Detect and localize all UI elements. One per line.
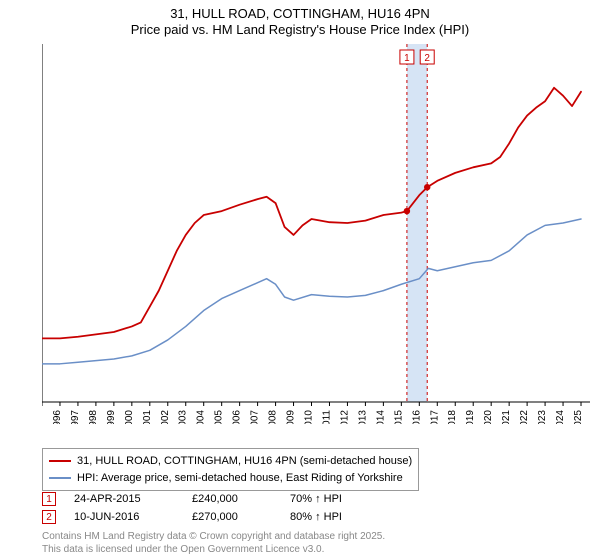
svg-text:2008: 2008 (268, 410, 279, 424)
svg-text:1996: 1996 (52, 410, 63, 424)
svg-text:2014: 2014 (375, 410, 386, 424)
svg-text:2018: 2018 (447, 410, 458, 424)
svg-text:2006: 2006 (232, 410, 243, 424)
sale-price: £240,000 (192, 493, 272, 505)
svg-text:1995: 1995 (42, 410, 45, 424)
svg-text:2000: 2000 (124, 410, 135, 424)
svg-text:2015: 2015 (393, 410, 404, 424)
attribution-line: This data is licensed under the Open Gov… (42, 543, 385, 556)
attribution: Contains HM Land Registry data © Crown c… (42, 530, 385, 556)
sale-marker-badge: 1 (42, 492, 56, 506)
svg-text:2011: 2011 (321, 410, 332, 424)
legend-row: HPI: Average price, semi-detached house,… (49, 470, 412, 487)
legend-label: HPI: Average price, semi-detached house,… (77, 470, 403, 487)
svg-text:2005: 2005 (214, 410, 225, 424)
svg-text:2020: 2020 (483, 410, 494, 424)
sale-pct: 70% ↑ HPI (290, 493, 380, 505)
sale-row: 1 24-APR-2015 £240,000 70% ↑ HPI (42, 490, 380, 508)
svg-text:2010: 2010 (304, 410, 315, 424)
svg-text:2012: 2012 (339, 410, 350, 424)
chart-title-block: 31, HULL ROAD, COTTINGHAM, HU16 4PN Pric… (0, 0, 600, 39)
sale-date: 10-JUN-2016 (74, 511, 174, 523)
svg-text:2001: 2001 (142, 410, 153, 424)
chart-svg: £0£50K£100K£150K£200K£250K£300K£350K£400… (42, 44, 590, 424)
sale-rows: 1 24-APR-2015 £240,000 70% ↑ HPI 2 10-JU… (42, 490, 380, 526)
sale-pct: 80% ↑ HPI (290, 511, 380, 523)
svg-text:2025: 2025 (573, 410, 584, 424)
legend-label: 31, HULL ROAD, COTTINGHAM, HU16 4PN (sem… (77, 453, 412, 470)
title-address: 31, HULL ROAD, COTTINGHAM, HU16 4PN (0, 6, 600, 22)
sale-date: 24-APR-2015 (74, 493, 174, 505)
legend-box: 31, HULL ROAD, COTTINGHAM, HU16 4PN (sem… (42, 448, 419, 491)
svg-text:2016: 2016 (411, 410, 422, 424)
sale-row: 2 10-JUN-2016 £270,000 80% ↑ HPI (42, 508, 380, 526)
svg-text:2003: 2003 (178, 410, 189, 424)
chart-area: £0£50K£100K£150K£200K£250K£300K£350K£400… (42, 44, 590, 424)
svg-text:2019: 2019 (465, 410, 476, 424)
svg-text:2022: 2022 (519, 410, 530, 424)
svg-text:2013: 2013 (357, 410, 368, 424)
attribution-line: Contains HM Land Registry data © Crown c… (42, 530, 385, 543)
title-subtitle: Price paid vs. HM Land Registry's House … (0, 22, 600, 38)
svg-text:2023: 2023 (537, 410, 548, 424)
legend-swatch (49, 460, 71, 462)
legend-row: 31, HULL ROAD, COTTINGHAM, HU16 4PN (sem… (49, 453, 412, 470)
svg-text:1998: 1998 (88, 410, 99, 424)
sale-marker-badge: 2 (42, 510, 56, 524)
svg-text:2009: 2009 (286, 410, 297, 424)
svg-text:2021: 2021 (501, 410, 512, 424)
svg-text:2002: 2002 (160, 410, 171, 424)
svg-text:2007: 2007 (250, 410, 261, 424)
svg-text:2: 2 (424, 53, 430, 64)
svg-text:1997: 1997 (70, 410, 81, 424)
sale-price: £270,000 (192, 511, 272, 523)
svg-text:1: 1 (404, 53, 410, 64)
legend-swatch (49, 477, 71, 479)
page-root: 31, HULL ROAD, COTTINGHAM, HU16 4PN Pric… (0, 0, 600, 560)
svg-text:1999: 1999 (106, 410, 117, 424)
svg-text:2017: 2017 (429, 410, 440, 424)
svg-text:2024: 2024 (555, 410, 566, 424)
svg-text:2004: 2004 (196, 410, 207, 424)
